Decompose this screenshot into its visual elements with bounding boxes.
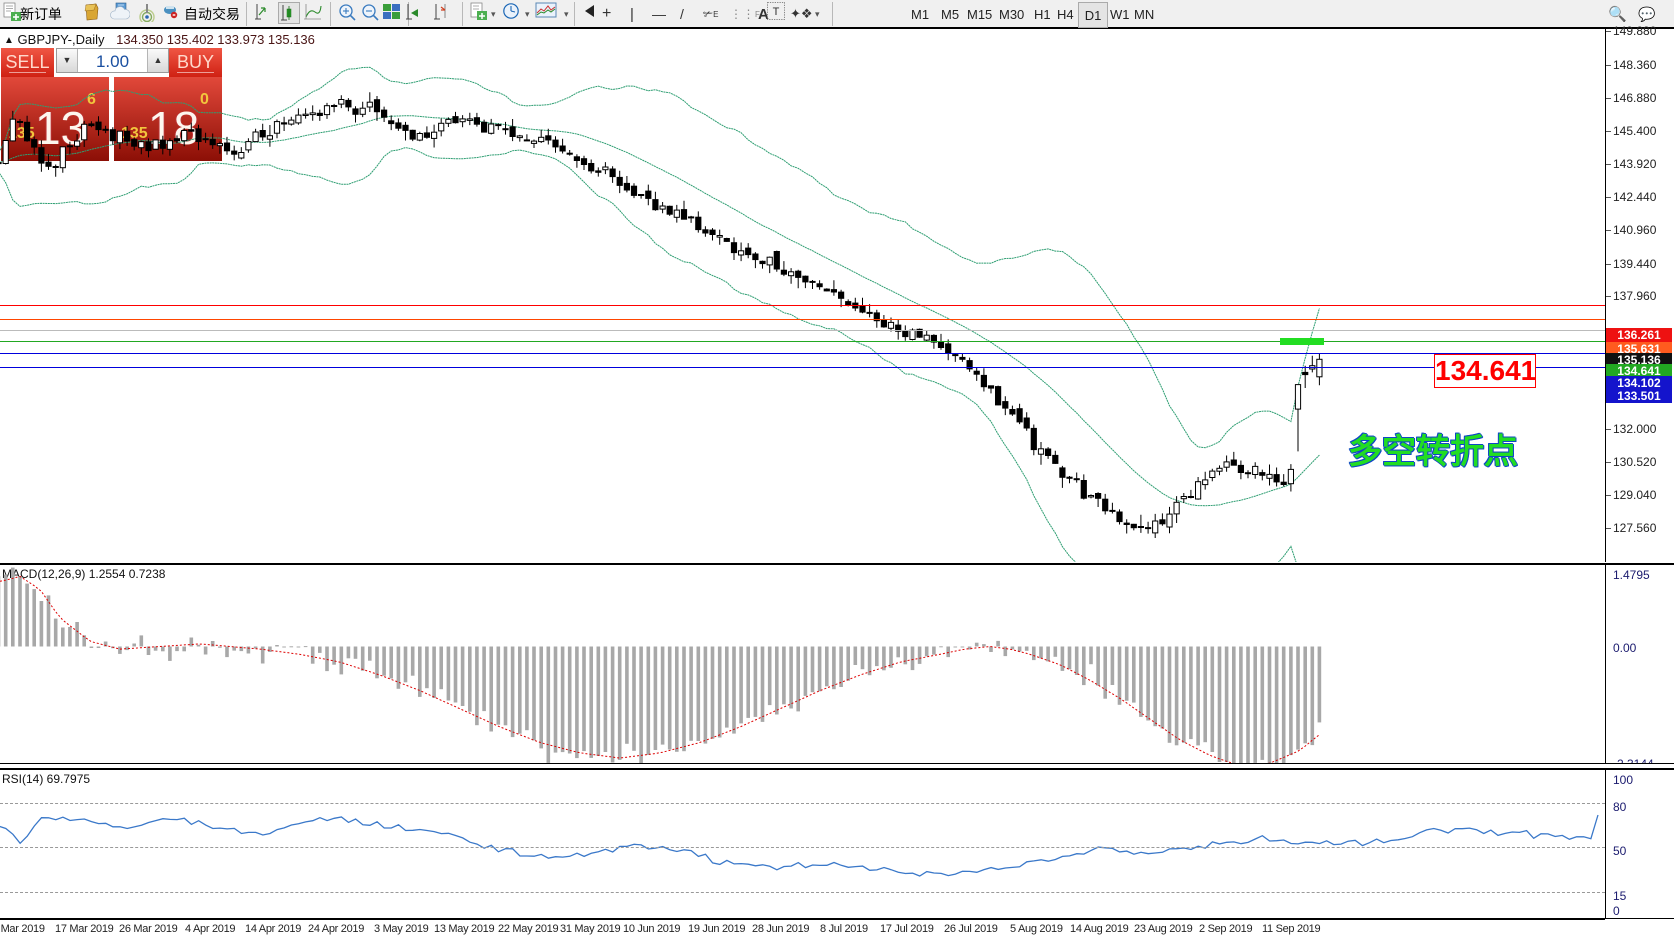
- svg-text:T: T: [773, 6, 780, 18]
